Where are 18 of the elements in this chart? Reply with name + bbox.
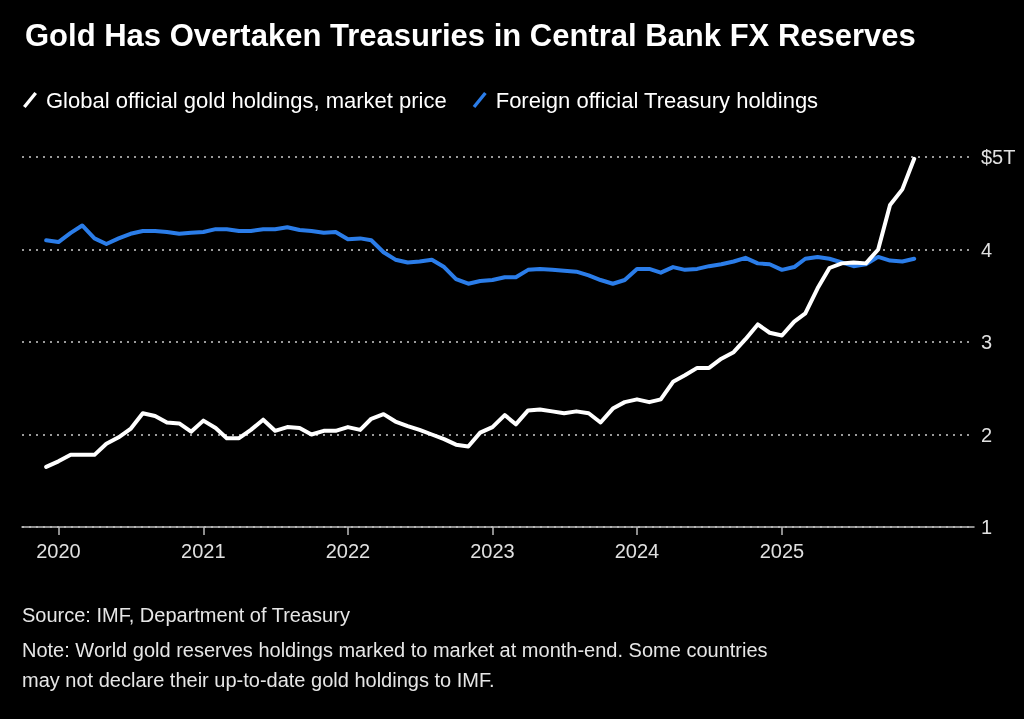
- legend-label: Global official gold holdings, market price: [46, 87, 447, 113]
- chart-title: Gold Has Overtaken Treasuries in Central Bank FX Reserves: [25, 18, 916, 53]
- line-series: [44, 223, 917, 286]
- x-tick-label: 2022: [325, 540, 371, 562]
- text: Note: World gold reserves holdings marked to market at month-end. Some countries may not declare their up-to-date gold holdings to IMF.: [22, 638, 769, 693]
- y-tick-label: 4: [981, 238, 993, 261]
- y-tick-label: 1: [981, 516, 993, 538]
- x-tick-label: 2025: [759, 540, 805, 562]
- y-tick-label: $5T: [981, 146, 1016, 168]
- y-tick-label: 3: [981, 331, 993, 353]
- y-tick-label: 2: [981, 423, 993, 446]
- legend-label: Foreign official Treasury holdings: [495, 87, 819, 113]
- source-note: Source: IMF, Department of Treasury: [22, 603, 351, 628]
- x-tick-label: 2020: [36, 540, 81, 562]
- x-tick-label: 2021: [181, 540, 226, 562]
- x-tick-label: 2024: [614, 540, 660, 562]
- line-series: [44, 156, 917, 469]
- x-tick-label: 2023: [470, 540, 515, 562]
